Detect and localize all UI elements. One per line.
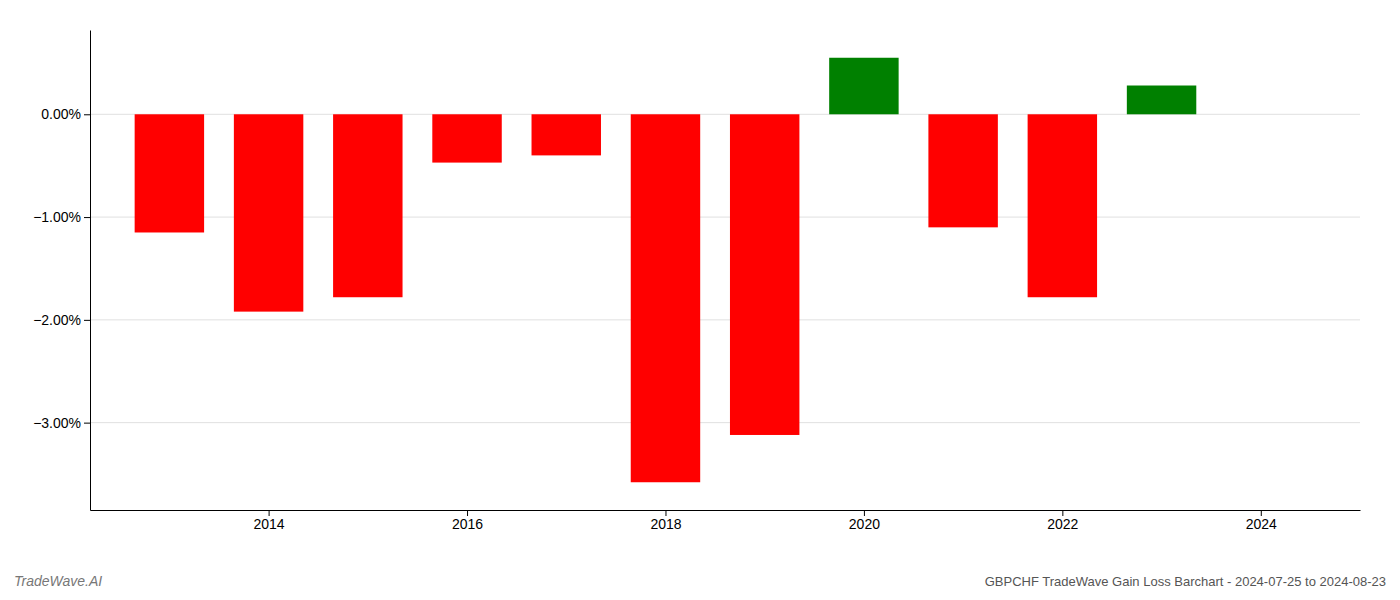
grid-line	[90, 422, 1360, 423]
bar	[730, 114, 799, 435]
tick-label: 2024	[1246, 516, 1277, 532]
tick: 2014	[254, 510, 285, 532]
tick-mark	[84, 320, 90, 321]
tick-label: −1.00%	[33, 209, 81, 225]
tick-label: 2016	[452, 516, 483, 532]
tick-label: 2022	[1047, 516, 1078, 532]
bar	[1028, 114, 1097, 297]
tick-mark	[84, 114, 90, 115]
watermark: TradeWave.AI	[14, 573, 102, 589]
x-axis: 2014 2016 2018 2020 2022 2024	[91, 510, 1361, 532]
tick-label: 2018	[650, 516, 681, 532]
bars	[135, 58, 1197, 482]
bar	[135, 114, 204, 232]
tick-label: −3.00%	[33, 415, 81, 431]
tick: 0.00%	[41, 106, 90, 122]
tick-label: −2.00%	[33, 312, 81, 328]
tick: 2022	[1047, 510, 1078, 532]
tick: 2016	[452, 510, 483, 532]
bar	[829, 58, 898, 115]
tick: −2.00%	[33, 312, 90, 328]
axis-line	[90, 31, 91, 511]
bar	[333, 114, 402, 297]
bar	[1127, 86, 1196, 115]
tick-label: 0.00%	[41, 106, 81, 122]
bar	[631, 114, 700, 482]
tick: 2020	[849, 510, 880, 532]
title: GBPCHF TradeWave Gain Loss Barchart - 20…	[985, 574, 1386, 589]
tick-mark	[84, 423, 90, 424]
tick-mark	[84, 217, 90, 218]
tick-label: 2014	[254, 516, 285, 532]
axis-line	[91, 510, 1361, 511]
y-axis: 0.00% −1.00% −2.00% −3.00%	[33, 31, 90, 511]
tick: −1.00%	[33, 209, 90, 225]
chart: 2014 2016 2018 2020 2022 2024 0.00% −1.00% −2.00…	[0, 0, 1400, 600]
bar	[432, 114, 501, 162]
grid-line	[90, 319, 1360, 320]
tick: 2018	[650, 510, 681, 532]
bar	[532, 114, 601, 155]
bar	[928, 114, 997, 227]
tick: −3.00%	[33, 415, 90, 431]
tick: 2024	[1246, 510, 1277, 532]
bar	[234, 114, 303, 311]
grid	[90, 114, 1360, 422]
tick-label: 2020	[849, 516, 880, 532]
